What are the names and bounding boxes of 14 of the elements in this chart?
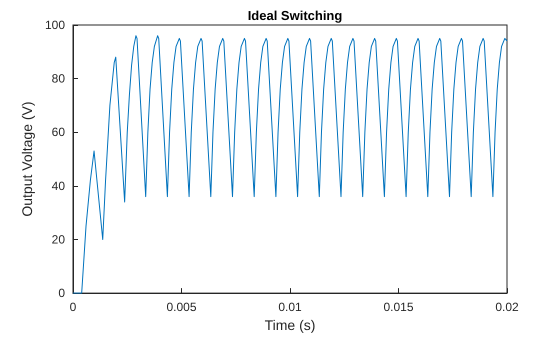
y-tick-label: 60	[52, 125, 66, 140]
x-tick-label: 0.02	[495, 300, 519, 314]
y-tick-label: 20	[52, 232, 66, 246]
y-tick-label: 0	[58, 286, 66, 300]
y-tick-label: 100	[44, 18, 66, 32]
y-tick-label: 80	[52, 72, 66, 86]
chart-title: Ideal Switching	[248, 8, 342, 23]
x-tick-label: 0.015	[383, 300, 414, 314]
y-tick-label: 40	[52, 178, 66, 193]
x-tick-label: 0.01	[278, 300, 302, 314]
x-tick-label: 0	[70, 300, 77, 314]
x-tick-label: 0.005	[166, 300, 197, 314]
y-axis-title: Output Voltage (V)	[19, 101, 36, 217]
x-axis-title: Time (s)	[264, 317, 316, 333]
